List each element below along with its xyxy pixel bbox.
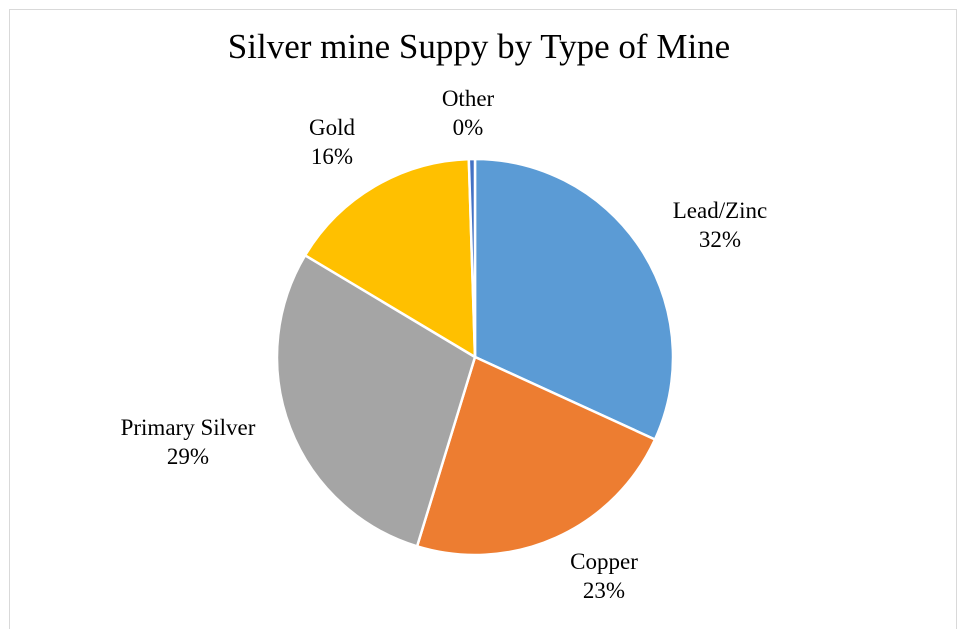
slice-value-label: 29% [167, 444, 209, 469]
slice-value-label: 23% [583, 578, 625, 603]
pie-slice-gold [303, 157, 477, 359]
slice-label: Lead/Zinc [673, 198, 768, 223]
slice-label: Primary Silver [121, 415, 256, 440]
slice-label: Copper [570, 549, 638, 574]
pie-slice-other [467, 157, 477, 359]
pie-slices [275, 157, 675, 557]
pie-labels: Lead/Zinc 32% Copper 23% Primary Silver 29% Go… [121, 86, 768, 603]
pie-slice-lead-zinc [473, 157, 675, 441]
slice-label: Other [442, 86, 495, 111]
slice-label: Gold [309, 115, 356, 140]
slice-value-label: 0% [453, 115, 484, 140]
pie-slice-copper [415, 355, 657, 557]
chart-title: Silver mine Suppy by Type of Mine [227, 27, 731, 66]
chart-frame [9, 9, 957, 629]
slice-value-label: 16% [311, 144, 353, 169]
slice-value-label: 32% [699, 227, 741, 252]
